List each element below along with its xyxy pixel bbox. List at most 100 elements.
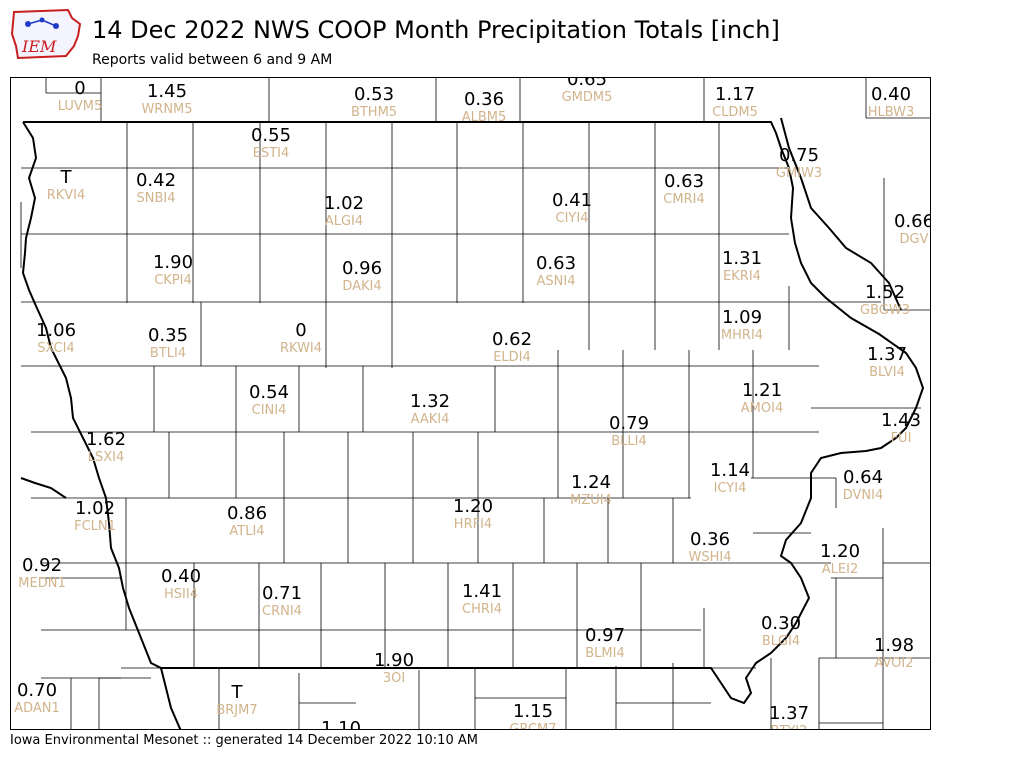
station-id: EKRI4 [723,269,761,284]
station-id: LSXI4 [88,450,125,465]
station-labels: 0LUVM51.45WRNM50.53BTHM50.36ALBM50.65GMD… [14,78,931,730]
station-id: HLBW3 [868,105,915,120]
station-id: AMOI4 [741,401,783,416]
station-id: DGV [900,232,929,247]
station-id: AVOI2 [874,656,913,671]
station-id: BRJM7 [216,703,257,718]
precip-value: 0.64 [843,467,883,488]
iem-logo: IEM [10,8,82,60]
station-id: MHRI4 [721,328,763,343]
map-subtitle: Reports valid between 6 and 9 AM [92,52,333,68]
precip-value: 1.02 [75,498,115,519]
station-id: BTHM5 [351,105,397,120]
precip-value: 0.35 [148,325,188,346]
precip-value: 1.32 [410,391,450,412]
precip-value: 0.53 [354,84,394,105]
station-id: BLVI4 [869,365,905,380]
station-id: ADAN1 [14,701,60,716]
station-id: DVNI4 [843,488,884,503]
precip-value: 0.63 [664,171,704,192]
state-boundaries [20,117,925,729]
precip-value: 0.86 [227,503,267,524]
precip-value: 1.15 [513,701,553,722]
precip-value: 1.10 [321,718,361,730]
station-id: CLDM5 [712,105,758,120]
station-id: ASNI4 [537,274,576,289]
precip-value: 0.40 [871,84,911,105]
precip-value: 1.43 [881,410,921,431]
precip-value: 1.20 [820,541,860,562]
station-id: ELDI4 [493,350,531,365]
precip-value: 0.96 [342,258,382,279]
station-id: CIYI4 [556,211,589,226]
precip-value: 1.98 [874,635,914,656]
precip-value: 0.40 [161,566,201,587]
station-id: GMIW3 [776,166,822,181]
precip-value: 1.20 [453,496,493,517]
precip-value: 0.97 [585,625,625,646]
precip-value: 1.02 [324,193,364,214]
precip-value: 1.09 [722,307,762,328]
precip-value: 1.37 [867,344,907,365]
station-id: RKVI4 [47,188,86,203]
precip-value: T [231,682,244,703]
station-id: DAKI4 [342,279,381,294]
station-id: CINI4 [252,403,287,418]
station-id: CHRI4 [462,602,502,617]
station-id: CKPI4 [154,273,192,288]
station-id: GMDM5 [562,90,613,105]
station-id: ICYI4 [714,481,747,496]
precip-value: 1.90 [153,252,193,273]
precip-value: 0.65 [567,78,607,90]
precip-value: 0.75 [779,145,819,166]
precip-value: 0.41 [552,190,592,211]
station-id: BTYI2 [771,724,808,730]
station-id: HRFI4 [454,517,492,532]
station-id: MEDN1 [18,576,65,591]
precip-value: 0 [74,78,85,99]
station-id: SXCI4 [37,341,74,356]
precip-value: 0.63 [536,253,576,274]
station-id: GRCM7 [509,722,556,730]
precip-value: 0.66 [894,211,931,232]
map-title: 14 Dec 2022 NWS COOP Month Precipitation… [92,16,780,44]
precip-value: 0 [295,320,306,341]
station-id: WSHI4 [689,550,732,565]
precip-value: 0.30 [761,613,801,634]
station-id: WRNM5 [141,102,192,117]
station-id: AAKI4 [411,412,450,427]
precip-value: 0.42 [136,170,176,191]
footer-credit: Iowa Environmental Mesonet :: generated … [10,733,478,748]
station-id: FCLN1 [74,519,116,534]
county-boundaries [20,78,930,729]
station-id: ESTI4 [253,146,290,161]
precip-value: 1.06 [36,320,76,341]
precip-value: 1.62 [86,429,126,450]
station-id: SNBI4 [137,191,176,206]
station-id: BLMI4 [585,646,624,661]
station-id: CRNI4 [262,604,302,619]
station-id: ALEI2 [822,562,858,577]
precip-value: 1.45 [147,81,187,102]
station-id: LUVM5 [58,99,103,114]
precip-value: 0.55 [251,125,291,146]
precip-value: T [60,167,73,188]
station-id: 3OI [383,671,405,686]
precip-value: 1.37 [769,703,809,724]
station-id: BTLI4 [150,346,186,361]
station-id: ATLI4 [229,524,264,539]
station-id: MZUI4 [570,493,612,508]
precip-value: 1.17 [715,84,755,105]
station-id: FUI [891,431,912,446]
precip-value: 0.71 [262,583,302,604]
precip-value: 1.21 [742,380,782,401]
station-id: BLGI4 [762,634,800,649]
station-id: HSII4 [164,587,198,602]
logo-text: IEM [21,37,57,56]
station-id: GBGW3 [860,303,910,318]
station-id: BLLI4 [611,434,647,449]
precip-value: 0.54 [249,382,289,403]
precip-value: 1.31 [722,248,762,269]
precip-value: 0.62 [492,329,532,350]
precip-value: 1.41 [462,581,502,602]
